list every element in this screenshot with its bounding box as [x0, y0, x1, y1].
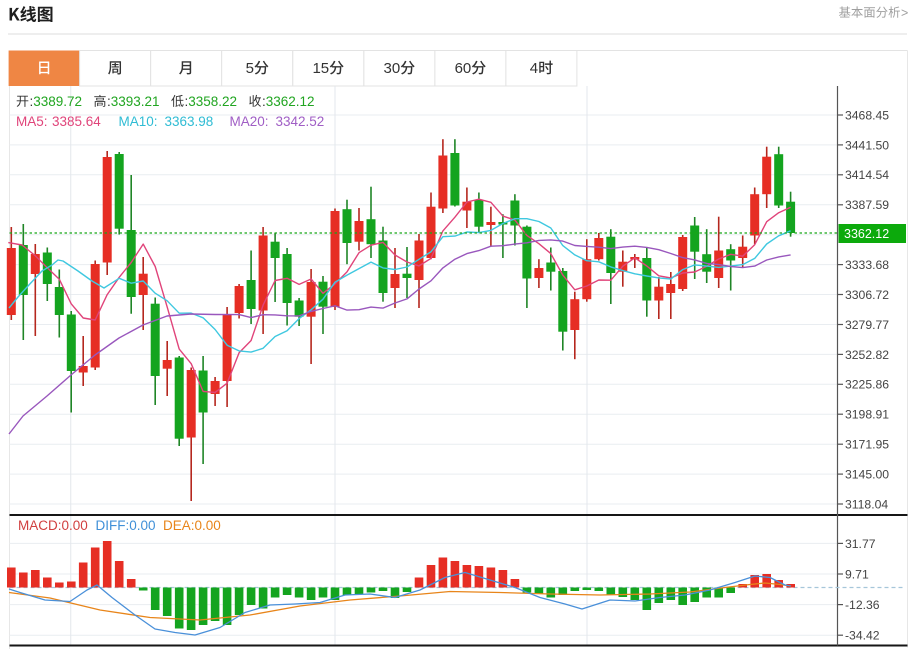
svg-text:MA5: 3385.64: MA5: 3385.64 [16, 114, 101, 129]
svg-text:MA10: 3363.98: MA10: 3363.98 [119, 114, 214, 129]
svg-text:9.71: 9.71 [845, 567, 869, 581]
svg-text::3389.72: :3389.72 [30, 94, 83, 109]
svg-text:3252.82: 3252.82 [845, 348, 889, 362]
svg-text:31.77: 31.77 [845, 537, 876, 551]
svg-text:5: 5 [246, 60, 254, 77]
svg-text:DEA:0.00: DEA:0.00 [163, 518, 221, 533]
svg-text:3468.45: 3468.45 [845, 108, 889, 122]
svg-text:MACD:0.00: MACD:0.00 [18, 518, 88, 533]
svg-text:4: 4 [530, 60, 538, 77]
svg-text:0: 0 [463, 60, 471, 77]
svg-text:3171.95: 3171.95 [845, 438, 889, 452]
svg-text:DIFF:0.00: DIFF:0.00 [96, 518, 156, 533]
svg-text::3362.12: :3362.12 [262, 94, 315, 109]
svg-text:3441.50: 3441.50 [845, 138, 889, 152]
svg-text:-34.42: -34.42 [845, 629, 880, 643]
svg-text:6: 6 [455, 60, 463, 77]
svg-text:3279.77: 3279.77 [845, 318, 889, 332]
svg-text:5: 5 [321, 60, 329, 77]
svg-text:>: > [901, 6, 908, 20]
svg-text:3198.91: 3198.91 [845, 408, 889, 422]
svg-text:3387.59: 3387.59 [845, 198, 889, 212]
svg-text:3414.54: 3414.54 [845, 168, 889, 182]
svg-text::3393.21: :3393.21 [107, 94, 160, 109]
svg-text:1: 1 [313, 60, 321, 77]
svg-text:-12.36: -12.36 [845, 598, 880, 612]
svg-text:3333.68: 3333.68 [845, 258, 889, 272]
svg-text:3118.04: 3118.04 [845, 497, 888, 511]
svg-text:0: 0 [392, 60, 400, 77]
svg-text::3358.22: :3358.22 [185, 94, 238, 109]
svg-text:3362.12: 3362.12 [844, 227, 889, 241]
svg-text:3225.86: 3225.86 [845, 378, 889, 392]
svg-text:3: 3 [384, 60, 392, 77]
svg-text:3145.00: 3145.00 [845, 468, 889, 482]
svg-text:3306.72: 3306.72 [845, 288, 889, 302]
svg-text:MA20: 3342.52: MA20: 3342.52 [230, 114, 325, 129]
